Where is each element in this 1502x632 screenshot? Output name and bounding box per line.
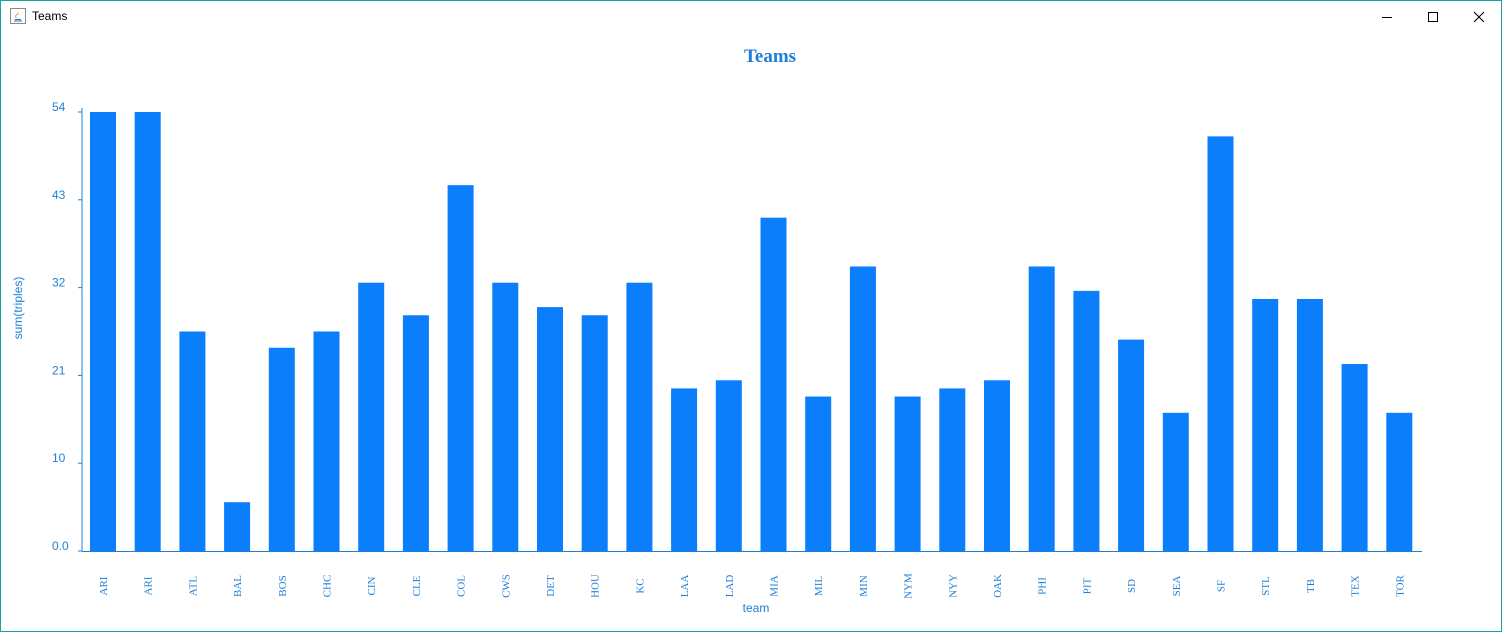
- x-tick-label: CLE: [411, 575, 423, 596]
- x-tick-label: COL: [456, 575, 468, 597]
- y-tick-label: 0.0: [52, 539, 69, 553]
- bar-bal: [224, 502, 251, 551]
- bar-bos: [268, 347, 295, 551]
- x-tick-label: TOR: [1394, 574, 1406, 596]
- bar-kc: [626, 282, 653, 551]
- x-tick-label: PIT: [1081, 577, 1093, 594]
- bar-min: [849, 266, 876, 551]
- y-tick-label: 54: [52, 100, 66, 114]
- y-axis-label: sum(triples): [11, 277, 25, 340]
- bar-mia: [760, 217, 787, 551]
- bar-chc: [313, 331, 340, 551]
- x-tick-label: PHI: [1037, 577, 1049, 595]
- y-tick-label: 21: [52, 363, 66, 377]
- java-app-icon: [10, 8, 26, 24]
- x-tick-label: MIA: [769, 575, 781, 596]
- bar-mil: [805, 396, 832, 551]
- bar-det: [537, 307, 563, 551]
- x-tick-label: STL: [1260, 576, 1272, 596]
- x-tick-label: MIN: [858, 575, 870, 596]
- x-tick-label: BAL: [232, 575, 244, 597]
- x-axis: ARI ARI ATL BAL BOS CHC CIN CLE COL CWS DET HOU KC LA…: [82, 551, 1422, 599]
- close-button[interactable]: [1456, 1, 1502, 32]
- bar-cle: [402, 315, 429, 551]
- bar-sf: [1207, 136, 1234, 551]
- bar-sea: [1162, 412, 1189, 551]
- bar-oak: [984, 380, 1010, 551]
- x-axis-label: team: [743, 601, 770, 615]
- bar-ari: [90, 112, 116, 551]
- title-bar[interactable]: Teams: [1, 1, 1501, 32]
- x-tick-label: KC: [634, 578, 646, 593]
- x-tick-label: SF: [1216, 580, 1228, 592]
- x-tick-label: TB: [1305, 579, 1317, 593]
- close-icon: [1473, 11, 1485, 22]
- x-tick-label: ATL: [187, 576, 199, 596]
- bar-hou: [581, 315, 608, 551]
- y-tick-label: 43: [52, 188, 66, 202]
- bar-ari: [134, 112, 161, 551]
- bar-nym: [894, 396, 921, 551]
- x-tick-label: MIL: [813, 576, 825, 596]
- minimize-icon: [1382, 16, 1392, 18]
- bars: [90, 112, 1413, 551]
- x-tick-label: NYM: [903, 573, 915, 599]
- window-title: Teams: [32, 9, 68, 23]
- x-tick-label: DET: [545, 575, 557, 597]
- x-tick-label: CHC: [322, 575, 334, 598]
- bar-laa: [671, 388, 698, 551]
- bar-tor: [1386, 412, 1413, 551]
- bar-nyy: [939, 388, 966, 551]
- maximize-button[interactable]: [1410, 1, 1456, 32]
- x-tick-label: SEA: [1171, 576, 1183, 597]
- x-tick-label: LAD: [724, 575, 736, 598]
- bar-atl: [179, 331, 206, 551]
- bar-cws: [492, 282, 519, 551]
- x-tick-label: CIN: [366, 576, 378, 595]
- bar-col: [447, 185, 474, 551]
- bar-lad: [715, 380, 742, 551]
- chart-title: Teams: [744, 46, 796, 67]
- x-tick-label: TEX: [1350, 575, 1362, 596]
- x-tick-label: ARI: [143, 576, 155, 595]
- x-tick-label: NYY: [947, 574, 959, 598]
- bar-phi: [1028, 266, 1055, 551]
- bar-pit: [1073, 290, 1100, 551]
- y-axis: 0.0 10 21 32 43 54: [52, 100, 83, 553]
- x-tick-label: OAK: [992, 574, 1004, 598]
- y-tick-label: 32: [52, 276, 66, 290]
- bar-cin: [358, 282, 385, 551]
- bar-tex: [1341, 364, 1368, 551]
- x-tick-label: BOS: [277, 575, 289, 596]
- minimize-button[interactable]: [1364, 1, 1410, 32]
- bar-tb: [1296, 298, 1323, 551]
- bar-sd: [1118, 339, 1145, 551]
- x-tick-label: SD: [1126, 579, 1138, 593]
- x-tick-label: LAA: [679, 575, 691, 598]
- x-tick-label: ARI: [98, 576, 110, 595]
- x-tick-label: CWS: [500, 574, 512, 598]
- maximize-icon: [1428, 11, 1438, 22]
- y-tick-label: 10: [52, 451, 66, 465]
- bar-stl: [1252, 298, 1279, 551]
- x-tick-label: HOU: [590, 574, 602, 598]
